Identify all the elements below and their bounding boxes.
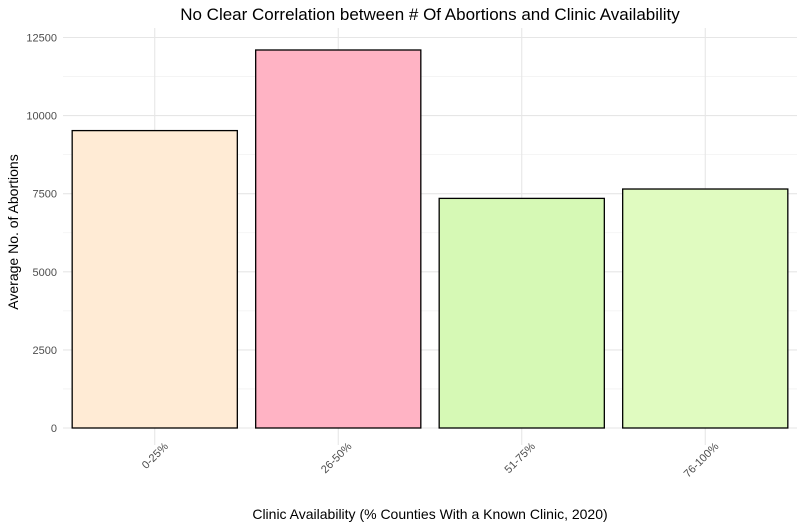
y-tick-label: 0 xyxy=(51,423,57,435)
bar-76-100% xyxy=(622,188,789,429)
bar-51-75% xyxy=(438,197,605,429)
chart-title: No Clear Correlation between # Of Aborti… xyxy=(180,5,680,24)
y-tick-label: 10000 xyxy=(26,111,57,123)
bar-0-25% xyxy=(71,129,238,429)
x-axis-title: Clinic Availability (% Counties With a K… xyxy=(252,506,607,522)
x-tick-label: 0-25% xyxy=(140,440,171,471)
x-tick-label: 26-50% xyxy=(319,440,354,475)
y-tick-label: 7500 xyxy=(33,189,57,201)
y-axis-ticks: 0 2500 5000 7500 10000 12500 xyxy=(26,33,57,436)
y-tick-label: 2500 xyxy=(33,345,57,357)
y-tick-label: 5000 xyxy=(33,267,57,279)
y-tick-label: 12500 xyxy=(26,33,57,45)
bar-26-50% xyxy=(255,49,422,429)
x-axis-ticks: 0-25% 26-50% 51-75% 76-100% xyxy=(140,440,722,480)
bars xyxy=(71,49,789,429)
x-tick-label: 51-75% xyxy=(503,440,538,475)
x-tick-label: 76-100% xyxy=(682,440,722,480)
y-axis-title: Average No. of Abortions xyxy=(5,154,21,309)
